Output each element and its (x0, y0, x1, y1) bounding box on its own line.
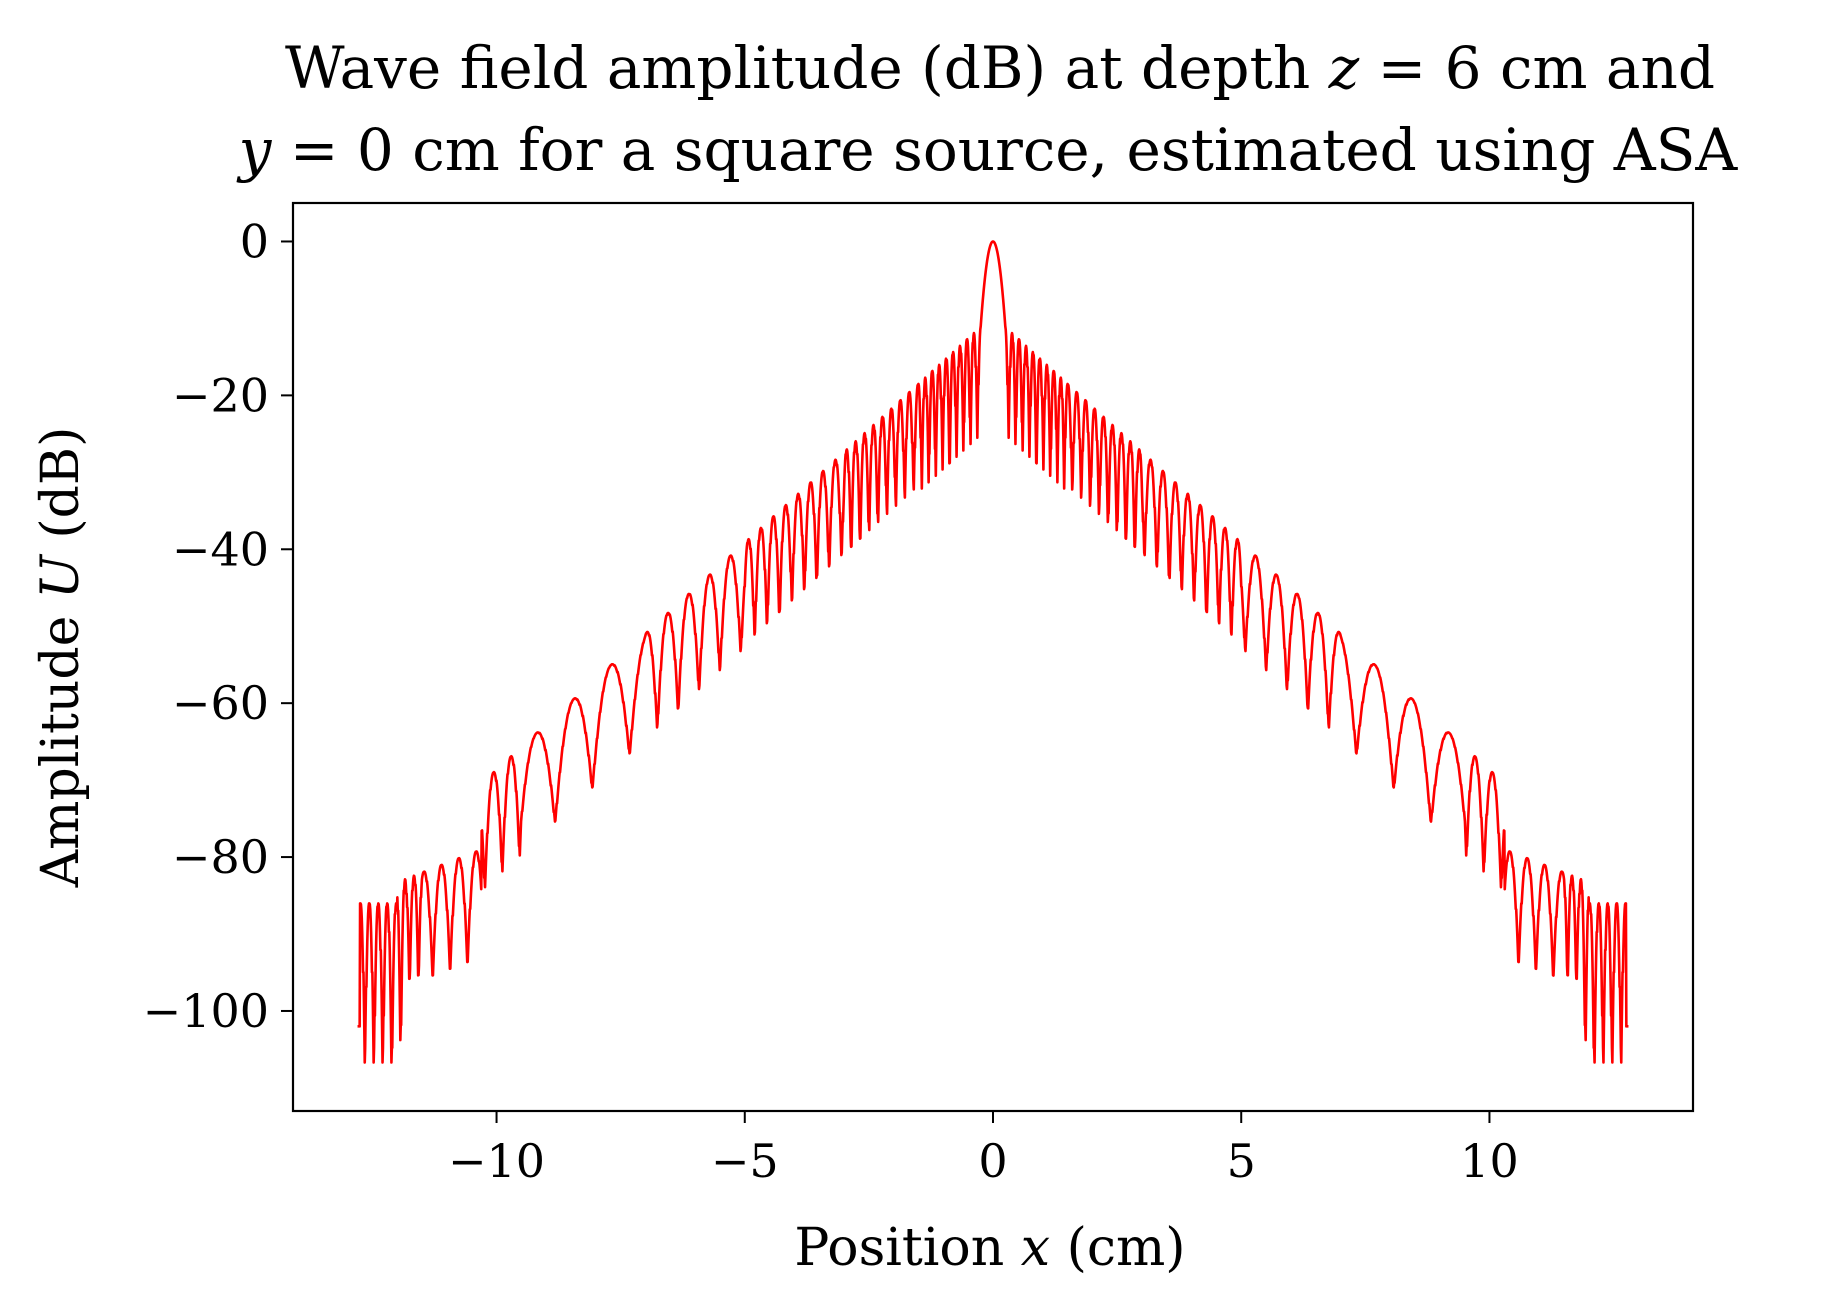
y-tick-label: 0 (240, 214, 269, 268)
x-tick-label: 0 (978, 1134, 1007, 1188)
y-tick-label: −80 (172, 830, 269, 884)
y-tick-label: −60 (172, 676, 269, 730)
y-tick-label: −20 (172, 368, 269, 422)
y-axis-ticks: 0 −20 −40 −60 −80 −100 (143, 214, 293, 1038)
chart-title-line1: Wave field amplitude (dB) at depth z = 6… (285, 34, 1715, 102)
x-tick-label: 10 (1460, 1134, 1519, 1188)
y-tick-label: −40 (172, 522, 269, 576)
x-axis-label: Position x (cm) (794, 1218, 1185, 1278)
x-tick-label: −10 (448, 1134, 545, 1188)
y-axis-label: Amplitude U (dB) (31, 427, 91, 889)
series-layer (356, 240, 1630, 1064)
x-tick-label: 5 (1227, 1134, 1256, 1188)
x-axis-ticks: −10 −5 0 5 10 (448, 1111, 1519, 1188)
x-tick-label: −5 (711, 1134, 779, 1188)
series-line (356, 240, 1630, 1064)
y-tick-label: −100 (143, 984, 269, 1038)
plot-area (291, 201, 1695, 1113)
plot-frame (291, 201, 1695, 1113)
chart-title-line2: y = 0 cm for a square source, estimated … (236, 116, 1739, 184)
